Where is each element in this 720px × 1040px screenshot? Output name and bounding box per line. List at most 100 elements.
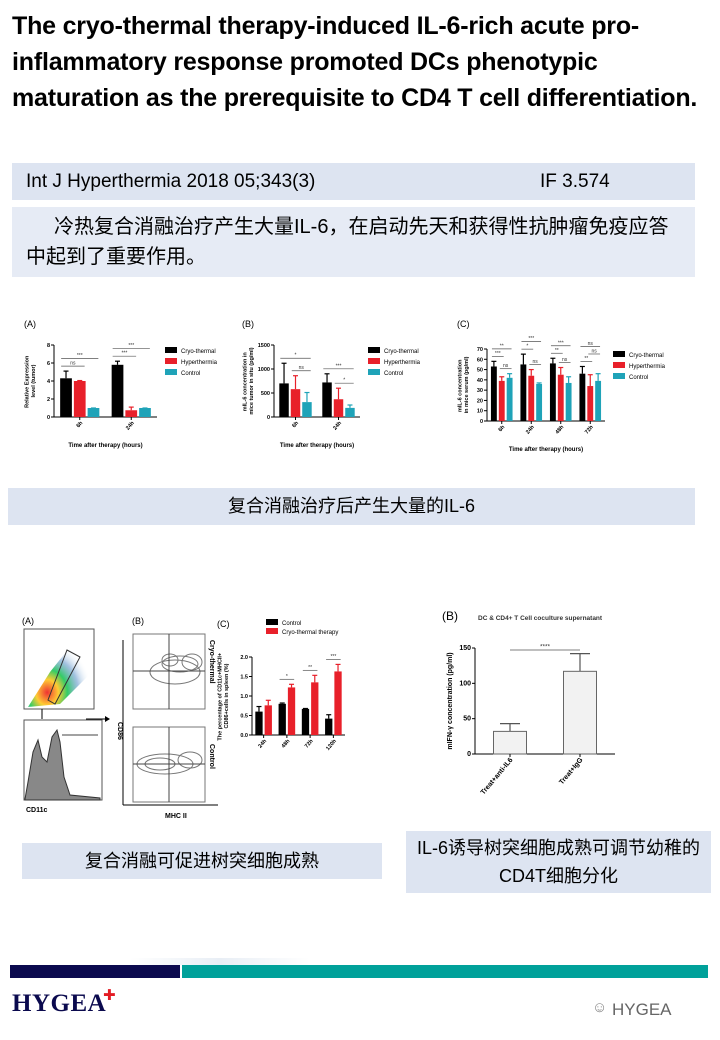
y-tick-label: 2 [47,397,50,403]
x-tick-label: 6h [76,420,85,429]
footer-bar-teal [182,965,708,978]
bar-hyperthermia [557,374,564,421]
significance-label: *** [330,654,336,660]
significance-label: * [526,344,528,350]
dot-plot-density [28,634,92,707]
bar-hyperthermia [125,410,138,417]
y-tick-label: 0 [267,415,270,421]
legend-label: Control [282,621,301,627]
significance-label: *** [336,363,342,369]
gate-polygon [47,649,81,705]
significance-label: ns [70,361,76,367]
bar-control [595,380,602,421]
bar-control [345,407,355,417]
bar-cryo-thermal [579,373,586,421]
bar-control [325,718,333,735]
y-tick-label: 0.5 [240,714,248,720]
significance-label: ns [592,348,598,354]
legend-label: Control [181,371,200,377]
significance-label: ns [533,359,539,365]
hygea-logo: HYGEA [12,990,107,1017]
x-tick-label: 24h [332,420,343,432]
y-tick-label: 0 [47,415,50,421]
x-axis-label: Time after therapy (hours) [68,443,142,449]
chart-c-il6-serum: (C) 0 10 20 30 40 50 60 70 mIL-6 concentration in… [457,319,666,453]
footer-fade [130,958,310,965]
y-tick-label: 60 [477,357,483,363]
y-tick-label: 0 [467,751,471,758]
mhc2-label: MHC II [165,813,187,820]
bar-control [565,382,572,421]
y-tick-label: 150 [459,645,471,652]
legend-label: Cryo-thermal [384,349,419,355]
bar-control [536,383,543,421]
significance-label: *** [558,340,564,346]
slide-title: The cryo-thermal therapy-induced IL-6-ri… [12,12,698,112]
y-tick-label: 0.0 [240,733,248,739]
x-tick-label: 120h [325,738,338,752]
panel-label: (B) [442,609,458,623]
legend-label: Hyperthermia [384,360,421,366]
y-tick-label: 100 [459,680,471,687]
bar-cryo-thermal [549,363,556,421]
legend-swatch [165,369,177,375]
significance-label: *** [121,351,127,357]
significance-label: ** [584,356,588,362]
bar-cryo-thermal [60,378,72,417]
bar-control [278,703,286,735]
y-tick-label: 1000 [258,367,270,373]
figure1-caption: 复合消融治疗后产生大量的IL-6 [8,488,695,525]
significance-label: ns [503,363,509,369]
summary-box: 冷热复合消融治疗产生大量IL-6，在启动先天和获得性抗肿瘤免疫应答中起到了重要作… [12,207,695,277]
significance-label: * [286,674,288,680]
significance-label: *** [495,351,501,357]
panel-label: (B) [242,319,254,329]
chart-b-il6-tumor: (B) 0 500 1000 1500 mIL-6 concentration in mi… [242,319,421,449]
significance-label: *** [77,353,83,359]
legend-label: Cryo-thermal [181,349,216,355]
x-tick-label: 6h [498,424,507,433]
bar-hyperthermia [498,380,505,421]
y-axis-label: mIL-6 concentration in mice serum (pg/ml… [457,356,469,413]
legend-swatch [368,358,380,364]
bar-cryo-thermal-therapy [287,687,296,735]
legend-label: Control [629,375,648,381]
row-label-control: Control [208,744,215,769]
legend-swatch [266,628,278,634]
cd11c-label: CD11c [26,807,48,814]
bar-cryo-thermal [111,364,124,417]
impact-factor: IF 3.574 [540,171,610,192]
bar-cryo-thermal [490,366,497,421]
y-tick-label: 8 [47,343,50,349]
bar-cryo-thermal [322,382,332,417]
bar-control [139,408,151,417]
legend-swatch [165,358,177,364]
bar-value [493,730,527,755]
y-tick-label: 1.0 [240,694,248,700]
x-tick-label: 6h [291,420,300,429]
bar-control [255,711,263,735]
y-tick-label: 50 [463,716,471,723]
significance-label: * [343,378,345,384]
y-axis-label: mIL-6 concentration in mice tumor in sit… [242,347,254,414]
red-cross-icon: ✚ [103,987,116,1004]
flow-panel-b-label: (B) [132,616,144,626]
y-tick-label: 2.0 [240,655,248,661]
panel-label: (C) [217,619,230,629]
bar-control [506,377,513,421]
citation-box: Int J Hyperthermia 2018 05;343(3) IF 3.5… [12,163,695,200]
bar-control [301,708,310,735]
significance-label: * [295,353,297,359]
bar-cryo-thermal-therapy [334,671,342,735]
figure3-caption: IL-6诱导树突细胞成熟可调节幼稚的CD4T细胞分化 [406,831,711,893]
x-tick-label: 24h [257,738,268,750]
y-tick-label: 30 [477,388,483,394]
legend-swatch [266,619,278,625]
bar-cryo-thermal-therapy [264,705,272,735]
bar-hyperthermia [587,386,594,421]
cd86-label: CD86 [116,722,123,740]
y-tick-label: 1500 [258,343,270,349]
legend-label: Hyperthermia [629,364,666,370]
significance-label: ns [588,341,594,347]
y-tick-label: 4 [47,379,51,385]
